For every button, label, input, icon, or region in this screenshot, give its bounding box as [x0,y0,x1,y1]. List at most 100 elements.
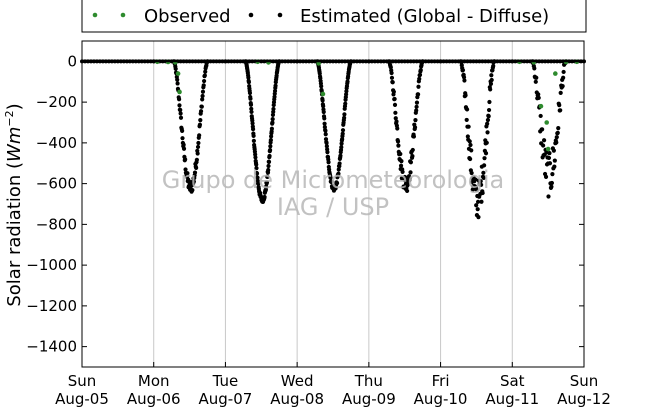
estimated-point [197,122,203,127]
estimated-point [271,106,276,112]
estimated-point [175,81,180,86]
estimated-point [396,143,401,148]
estimated-point [554,140,559,145]
estimated-point [389,75,395,80]
x-tick-day: Wed [281,372,314,390]
estimated-point [469,148,474,153]
y-tick-label: −1400 [26,338,77,356]
estimated-point [547,151,552,156]
y-tick-label: −1200 [26,297,77,315]
estimated-point [273,83,278,88]
estimated-point [345,79,350,84]
estimated-point [339,145,344,150]
estimated-point [415,92,421,97]
estimated-point [414,100,420,105]
estimated-point [480,190,485,196]
estimated-point [399,159,404,164]
estimated-point [558,108,563,113]
estimated-point [408,160,414,165]
x-tick-date: Aug-05 [55,390,109,408]
estimated-point [547,161,553,166]
estimated-point [343,101,348,106]
estimated-point [561,69,566,75]
estimated-point [264,184,269,189]
y-tick-label: −200 [36,93,77,111]
estimated-point [268,137,273,143]
estimated-point [181,142,186,147]
estimated-point [536,92,541,97]
estimated-point [405,188,410,194]
y-tick-label: 0 [67,52,77,70]
estimated-point [195,144,201,150]
estimated-point [199,104,204,109]
estimated-point [555,130,560,135]
estimated-point [549,184,554,189]
estimated-point [185,171,190,176]
x-tick-date: Aug-07 [199,390,253,408]
estimated-point [488,81,494,86]
estimated-point [254,162,259,167]
watermark: Grupo de Micrometeorologia IAG / USP [162,166,504,221]
estimated-point [417,72,423,77]
estimated-point [485,121,490,126]
estimated-point [550,172,555,177]
estimated-point [191,179,196,184]
observed-point [553,71,558,76]
x-tick-date: Aug-08 [270,390,324,408]
estimated-point [476,215,481,220]
estimated-point [173,66,178,71]
estimated-point [558,90,563,95]
estimated-point [195,151,200,156]
estimated-point [469,170,474,176]
estimated-point [270,116,275,122]
estimated-point [418,67,423,73]
estimated-point [175,77,180,82]
estimated-point [464,117,469,123]
estimated-point [533,79,538,84]
estimated-point [198,118,203,123]
estimated-point [197,133,202,138]
x-axis-ticks: SunAug-05MonAug-06TueAug-07WedAug-08ThuA… [55,362,611,408]
estimated-point [251,133,256,138]
estimated-point [324,140,329,146]
estimated-point [410,147,415,153]
legend-observed-marker [92,12,98,18]
estimated-point [256,181,261,186]
estimated-point [485,130,490,135]
plot-area-frame [81,40,585,368]
watermark-line-1: Grupo de Micrometeorologia [162,166,504,194]
estimated-point [466,124,471,129]
estimated-point [481,175,486,180]
estimated-point [267,148,273,153]
estimated-point [270,120,275,125]
estimated-point [491,63,496,69]
estimated-point [321,104,326,109]
estimated-point [336,167,341,172]
vertical-grid [153,41,513,367]
estimated-point [482,156,487,161]
estimated-point [532,66,537,71]
observed-point [320,91,326,97]
estimated-point [323,128,328,133]
estimated-point [549,180,555,186]
estimated-point [334,181,340,186]
estimated-point [481,170,486,175]
estimated-point [486,114,491,119]
observed-point [316,61,321,66]
estimated-point [202,73,207,78]
estimated-point [251,138,256,143]
estimated-point [344,89,349,94]
estimated-point [249,109,254,115]
estimated-point [267,153,272,159]
estimated-point [272,94,277,99]
estimated-point [269,126,274,131]
estimated-point [393,110,398,115]
estimated-point [248,102,254,107]
estimated-point [408,170,413,175]
legend-observed-marker [120,12,126,18]
estimated-point [268,144,273,149]
estimated-point [201,83,206,88]
estimated-point [467,139,472,144]
estimated-point [246,80,252,85]
observed-point [175,71,181,76]
